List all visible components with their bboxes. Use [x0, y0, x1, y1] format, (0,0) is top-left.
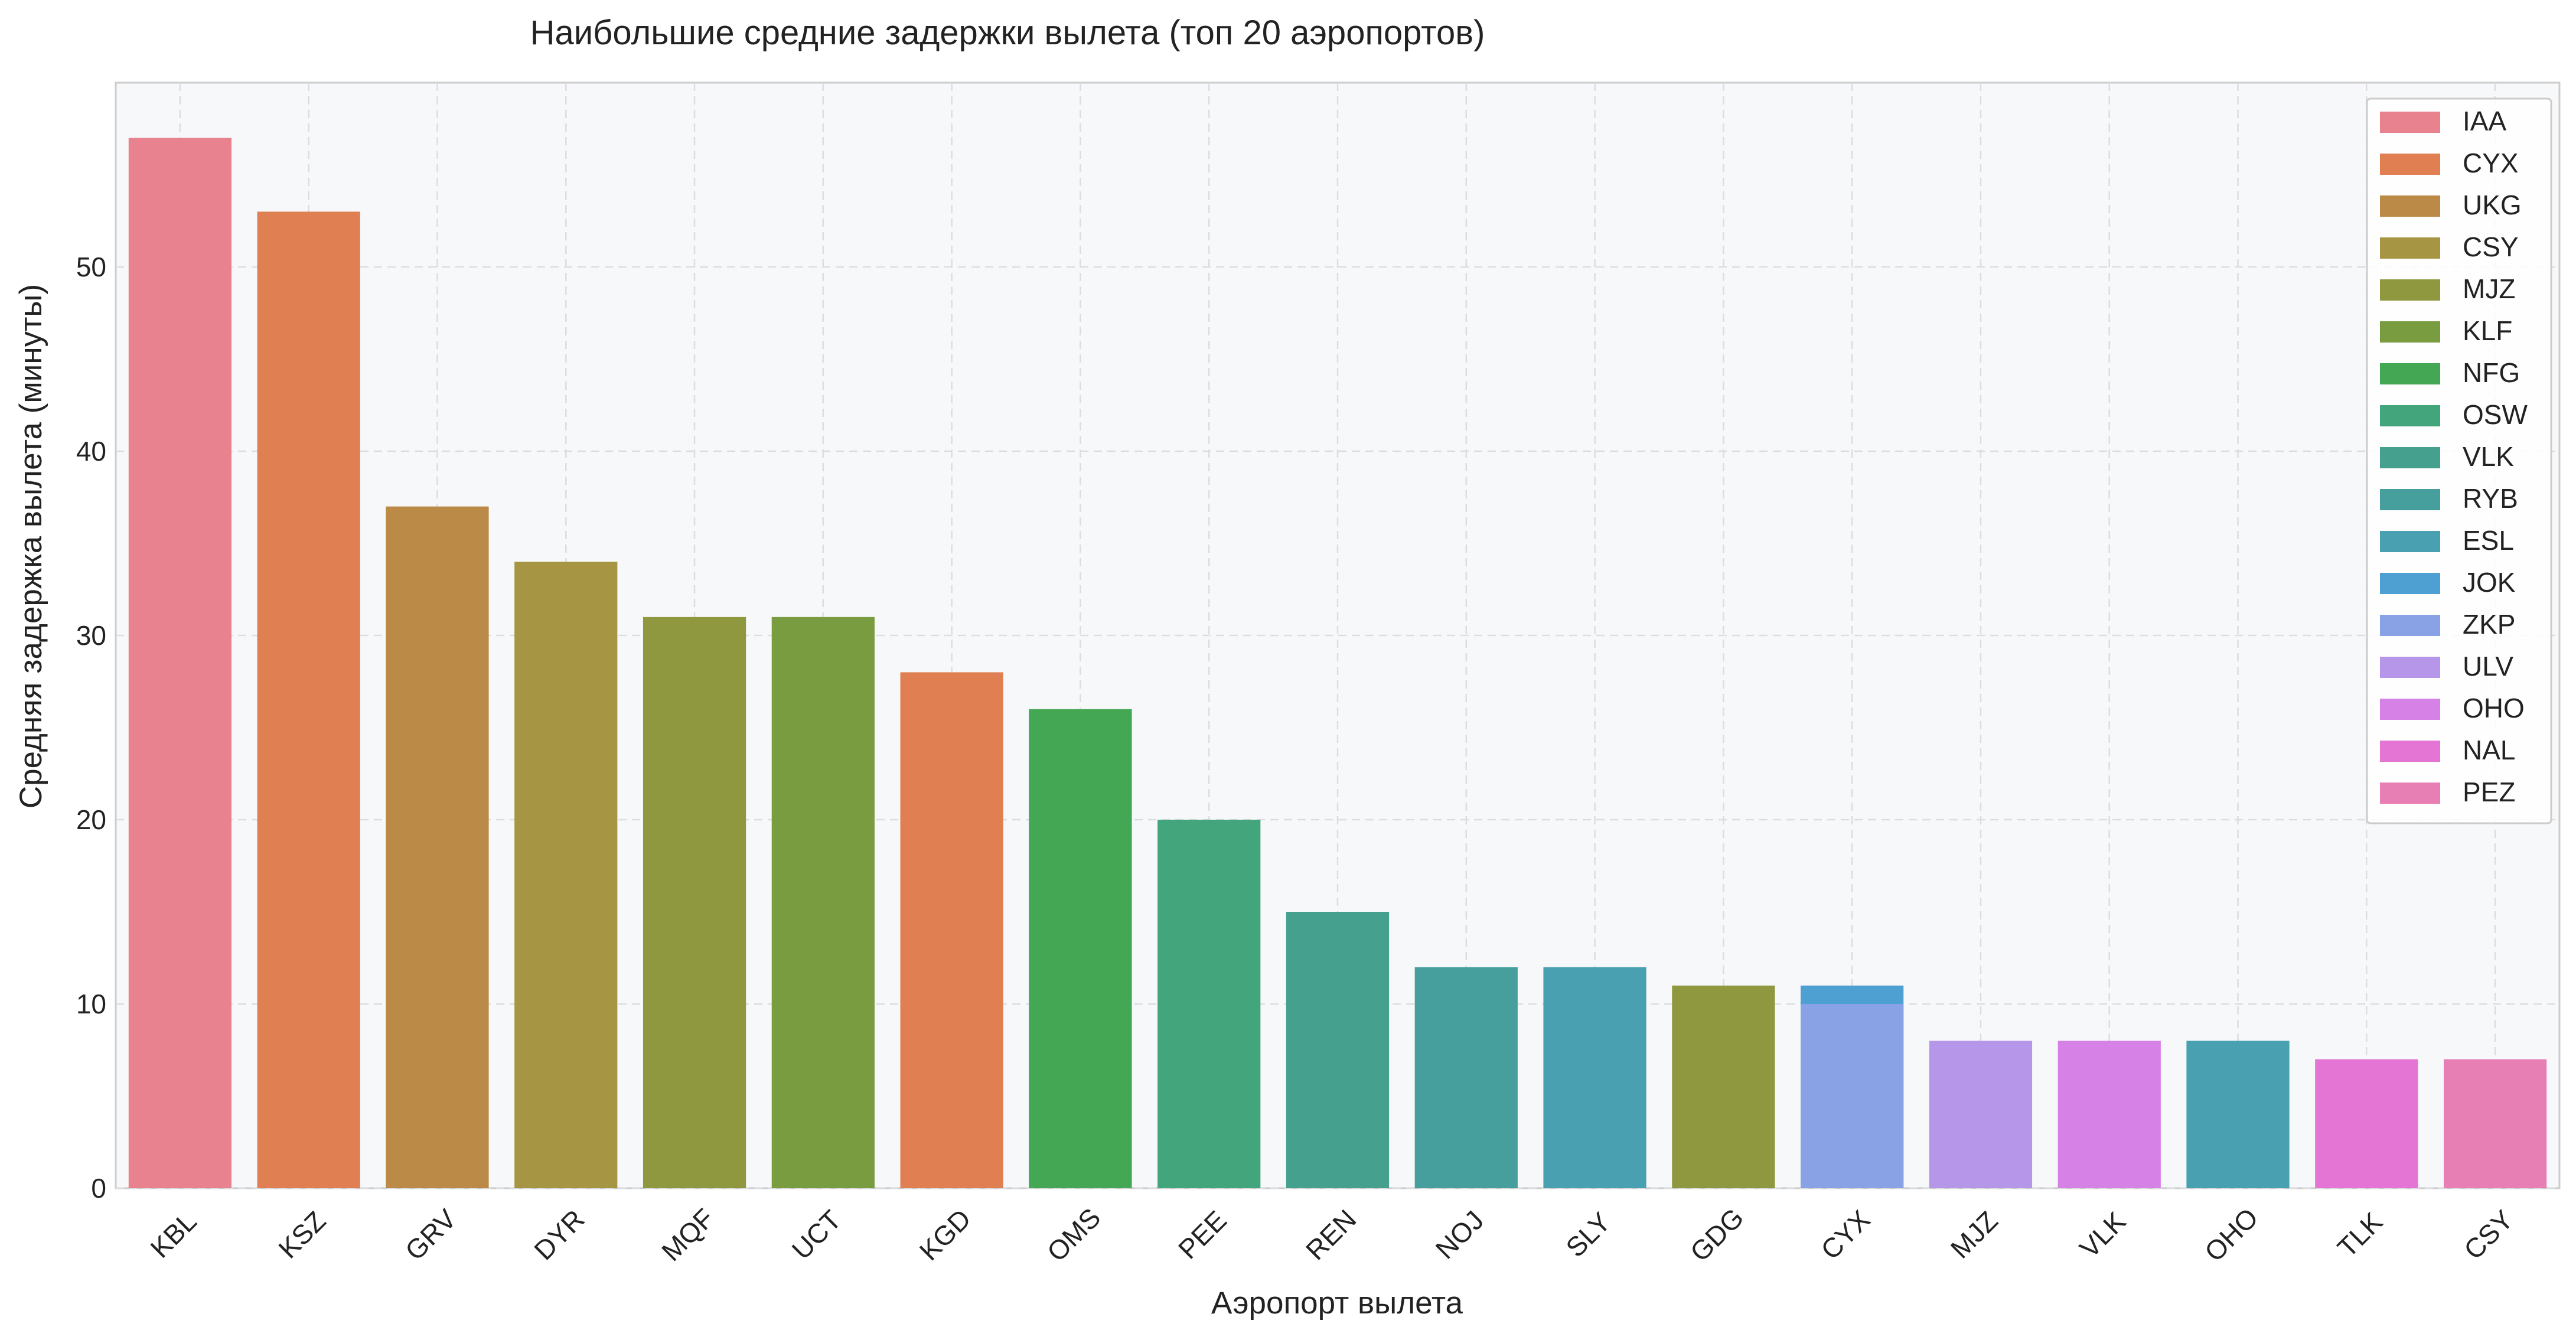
bar-dyr-csy — [514, 562, 618, 1189]
legend-label: IAA — [2463, 106, 2506, 136]
bar-pee-osw — [1157, 820, 1261, 1188]
legend-swatch — [2380, 363, 2440, 384]
legend-swatch — [2380, 154, 2440, 175]
bar-csy-pez — [2443, 1059, 2547, 1188]
x-axis-label: Аэропорт вылета — [1211, 1286, 1463, 1321]
legend-swatch — [2380, 615, 2440, 636]
legend-label: MJZ — [2463, 273, 2515, 304]
y-tick-label: 0 — [91, 1173, 106, 1204]
legend-swatch — [2380, 195, 2440, 217]
legend-swatch — [2380, 783, 2440, 804]
y-tick-label: 30 — [76, 620, 106, 651]
bar-mjz-ulv — [1929, 1041, 2033, 1188]
y-tick-label: 10 — [76, 989, 106, 1019]
legend-label: RYB — [2463, 483, 2518, 514]
legend-swatch — [2380, 237, 2440, 259]
bar-sly-esl — [1543, 967, 1646, 1188]
bar-noj-ryb — [1414, 967, 1518, 1188]
legend-label: OHO — [2463, 693, 2525, 723]
legend-label: VLK — [2463, 441, 2514, 472]
legend-label: JOK — [2463, 567, 2516, 598]
legend-label: CSY — [2463, 232, 2519, 262]
y-axis-ticks: 0 10 20 30 40 50 — [76, 252, 106, 1204]
bar-oho-esl — [2186, 1041, 2290, 1188]
legend-swatch — [2380, 489, 2440, 510]
legend-label: ESL — [2463, 525, 2514, 556]
legend-label: NFG — [2463, 357, 2520, 388]
legend-swatch — [2380, 741, 2440, 762]
legend-swatch — [2380, 321, 2440, 343]
legend-label: ZKP — [2463, 609, 2515, 640]
bar-uct-klf — [771, 617, 875, 1188]
bar-ren-vlk — [1286, 912, 1390, 1188]
legend-label: KLF — [2463, 315, 2512, 346]
legend-label: CYX — [2463, 148, 2519, 178]
legend-swatch — [2380, 699, 2440, 720]
bar-grv-ukg — [386, 506, 489, 1188]
legend-label: OSW — [2463, 399, 2528, 430]
bar-kgd-cyx — [900, 672, 1003, 1188]
legend-swatch — [2380, 657, 2440, 678]
legend-label: UKG — [2463, 190, 2522, 220]
legend-swatch — [2380, 405, 2440, 426]
chart-title: Наибольшие средние задержки вылета (топ … — [530, 14, 1485, 52]
bar-vlk-oho — [2057, 1041, 2161, 1188]
bar-tlk-nal — [2315, 1059, 2418, 1188]
legend-swatch — [2380, 279, 2440, 301]
y-tick-label: 20 — [76, 804, 106, 835]
bar-cyx-zkp — [1801, 1004, 1904, 1188]
legend-label: ULV — [2463, 651, 2513, 682]
legend-swatch — [2380, 112, 2440, 133]
bars — [128, 138, 2547, 1189]
bar-mqf-mjz — [643, 617, 746, 1188]
bar-oms-nfg — [1029, 709, 1132, 1188]
legend-label: PEZ — [2463, 777, 2515, 807]
legend-swatch — [2380, 573, 2440, 594]
y-tick-label: 50 — [76, 252, 106, 282]
bar-kbl-iaa — [128, 138, 232, 1189]
legend-swatch — [2380, 447, 2440, 468]
legend-label: NAL — [2463, 735, 2515, 765]
y-axis-label: Средняя задержка вылета (минуты) — [14, 284, 48, 808]
bar-gdg-mjz — [1672, 985, 1775, 1188]
legend-swatch — [2380, 531, 2440, 552]
bar-ksz-cyx — [257, 211, 360, 1188]
legend: IAA CYX UKG CSY MJZ KLF NFG OSW VLK RYB ESL JOK ZKP U… — [2366, 97, 2552, 824]
y-tick-label: 40 — [76, 436, 106, 467]
